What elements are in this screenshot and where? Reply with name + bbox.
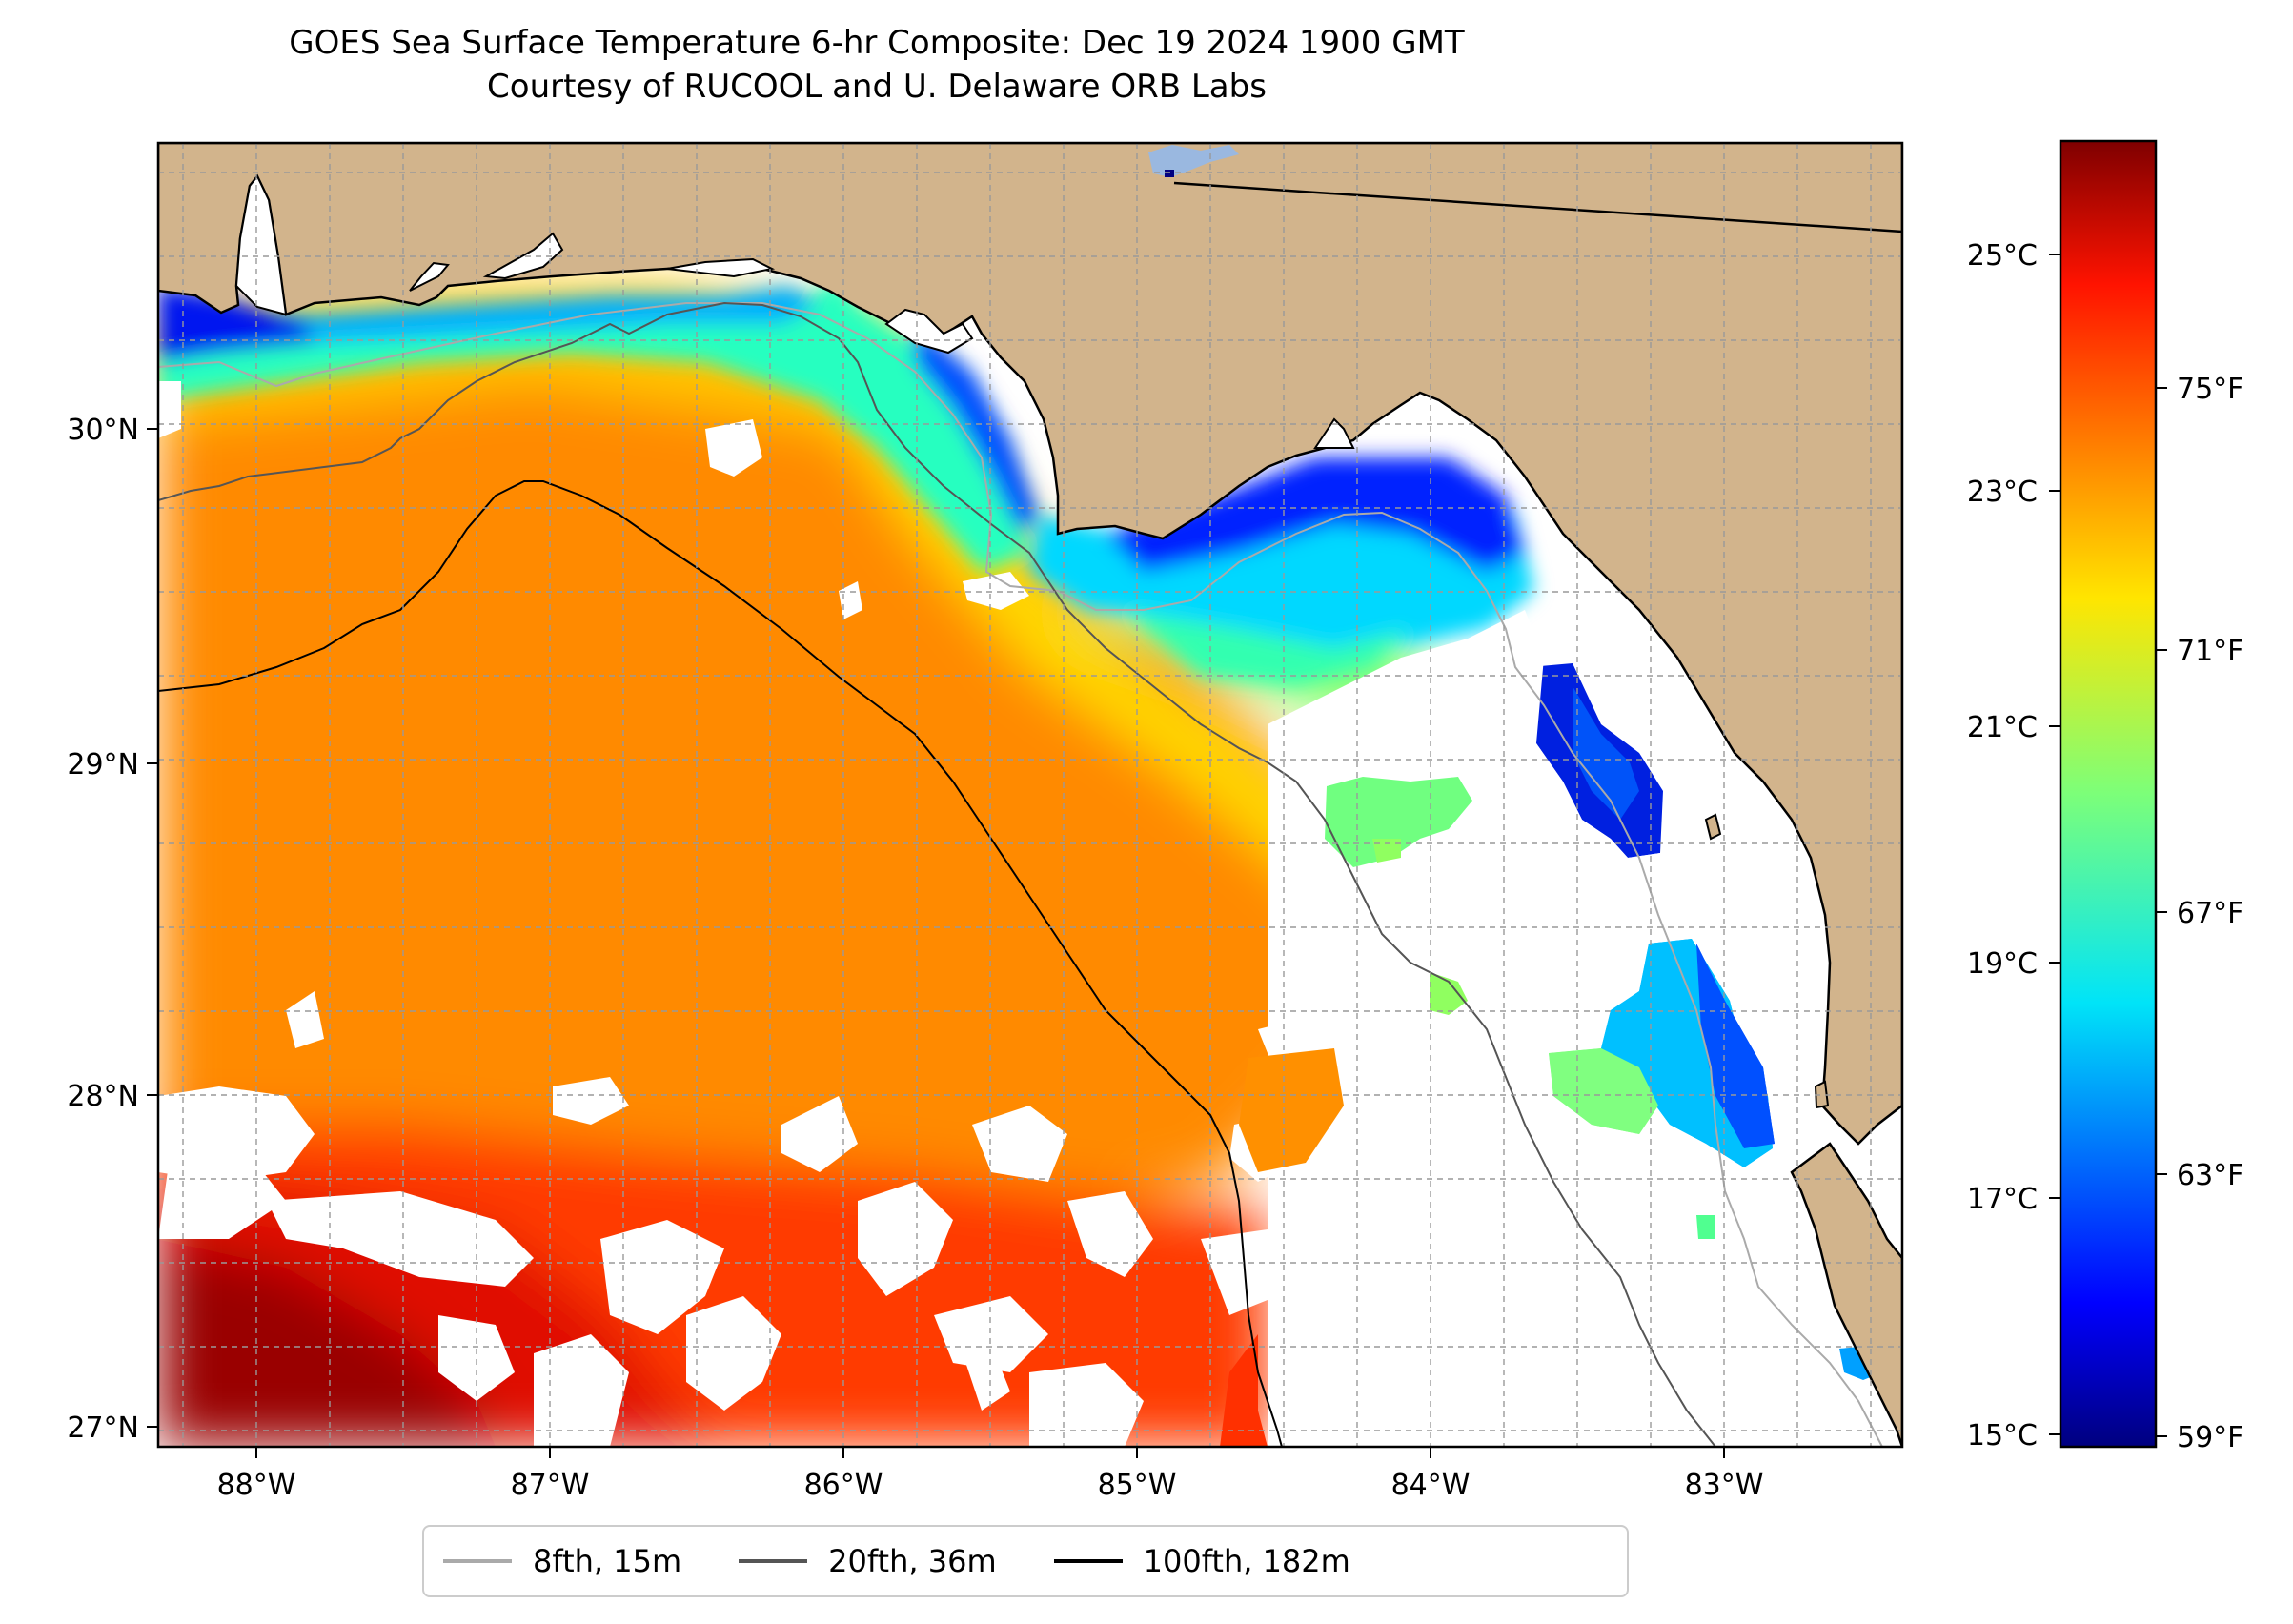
lon-label-84w: 84°W xyxy=(1391,1469,1471,1502)
cbar-fahrenheit-59: 59°F xyxy=(2177,1421,2243,1454)
cbar-fahrenheit-67: 67°F xyxy=(2177,897,2243,930)
lat-label-30n: 30°N xyxy=(67,414,139,447)
legend-swatch-20fth xyxy=(739,1559,808,1563)
cbar-celsius-23: 23°C xyxy=(1967,476,2038,509)
legend-label-20fth: 20fth, 36m xyxy=(828,1543,997,1579)
colorbar: 25°C 23°C 21°C 19°C 17°C 15°C 75°F 71°F … xyxy=(1967,139,2243,1454)
legend-item-8fth: 8fth, 15m xyxy=(432,1543,681,1579)
lon-label-86w: 86°W xyxy=(804,1469,883,1502)
legend-swatch-100fth xyxy=(1053,1559,1123,1563)
cbar-celsius-21: 21°C xyxy=(1967,711,2038,744)
lat-label-28n: 28°N xyxy=(67,1080,139,1113)
legend-item-20fth: 20fth, 36m xyxy=(727,1543,997,1579)
cbar-fahrenheit-71: 71°F xyxy=(2177,635,2243,668)
colorbar-gradient xyxy=(2059,139,2158,1449)
isobath-legend: 8fth, 15m 20fth, 36m 100fth, 182m xyxy=(422,1525,1629,1597)
title-line-1: GOES Sea Surface Temperature 6-hr Compos… xyxy=(289,24,1465,62)
lon-label-88w: 88°W xyxy=(217,1469,296,1502)
land xyxy=(158,143,1902,1447)
legend-item-100fth: 100fth, 182m xyxy=(1043,1543,1350,1579)
lon-label-83w: 83°W xyxy=(1685,1469,1764,1502)
title-line-2: Courtesy of RUCOOL and U. Delaware ORB L… xyxy=(487,68,1267,106)
state-boundary xyxy=(1173,181,1902,233)
map-frame xyxy=(156,141,1904,1449)
cbar-fahrenheit-75: 75°F xyxy=(2177,373,2243,406)
lat-label-27n: 27°N xyxy=(67,1411,139,1445)
cbar-celsius-15: 15°C xyxy=(1967,1419,2038,1452)
graticule xyxy=(158,143,1902,1447)
cbar-celsius-25: 25°C xyxy=(1967,239,2038,273)
cbar-fahrenheit-63: 63°F xyxy=(2177,1159,2243,1192)
map-area xyxy=(158,143,1902,1447)
cbar-celsius-17: 17°C xyxy=(1967,1183,2038,1216)
lon-label-87w: 87°W xyxy=(511,1469,590,1502)
legend-label-100fth: 100fth, 182m xyxy=(1143,1543,1350,1579)
inland-lake xyxy=(1148,145,1239,177)
lon-label-85w: 85°W xyxy=(1098,1469,1177,1502)
legend-label-8fth: 8fth, 15m xyxy=(533,1543,682,1579)
chart-title: GOES Sea Surface Temperature 6-hr Compos… xyxy=(143,21,1611,109)
lat-label-29n: 29°N xyxy=(67,748,139,782)
legend-swatch-8fth xyxy=(443,1559,512,1563)
map-ticks xyxy=(147,428,1725,1458)
cbar-celsius-19: 19°C xyxy=(1967,947,2038,981)
